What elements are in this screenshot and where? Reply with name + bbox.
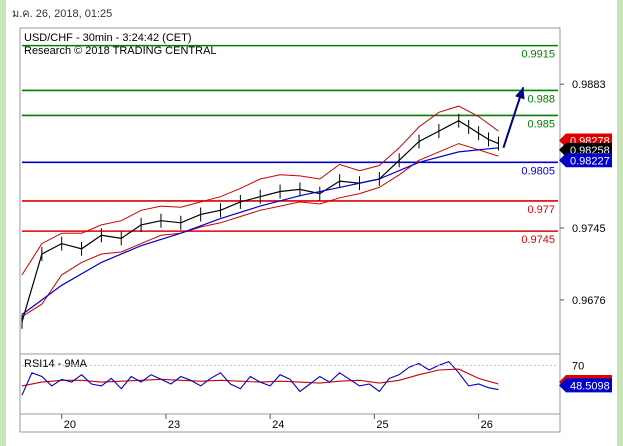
x-tick-label-1: 23 xyxy=(168,419,180,431)
rsi-axis: 70 xyxy=(22,360,584,372)
y-tick-label-2: 0.9676 xyxy=(572,295,606,307)
x-tick-label-4: 26 xyxy=(481,419,493,431)
level-label-2: 0.985 xyxy=(527,118,555,130)
level-label-4: 0.977 xyxy=(527,204,555,216)
y-tick-label-1: 0.9745 xyxy=(572,223,606,235)
rsi-series xyxy=(21,360,499,396)
series-ma xyxy=(21,147,499,315)
rsi-title: RSI14 - 9MA xyxy=(24,358,88,370)
x-axis-ticks: 20 23 24 25 26 xyxy=(61,414,493,431)
price-badge-label-2: 0.98227 xyxy=(570,155,610,167)
rsi-panel-frame xyxy=(19,353,561,415)
chart-title: USD/CHF - 30min - 3:24:42 (CET) xyxy=(24,32,191,44)
bollinger-bands xyxy=(21,105,499,318)
forecast-arrow xyxy=(502,87,525,149)
y-axis-ticks: 0.9883 0.9745 0.9676 xyxy=(560,79,606,307)
x-tick-label-2: 24 xyxy=(272,419,284,431)
rsi-tick-label-0: 70 xyxy=(572,360,584,372)
chart-subtitle: Research © 2018 TRADING CENTRAL xyxy=(24,45,217,57)
x-tick-label-0: 20 xyxy=(64,419,76,431)
rsi-badge-1 xyxy=(559,378,612,393)
level-label-0: 0.9915 xyxy=(521,49,555,61)
x-axis-strip xyxy=(19,413,561,433)
series-rsi xyxy=(21,360,499,396)
level-label-3: 0.9805 xyxy=(521,165,555,177)
price-badge-2 xyxy=(559,153,612,168)
moving-average xyxy=(21,147,499,315)
left-stripe xyxy=(0,0,6,446)
rsi-badge-label-1: 48.5098 xyxy=(570,380,610,392)
level-label-1: 0.988 xyxy=(527,93,555,105)
right-stripe xyxy=(617,0,623,446)
forecast-arrow-head xyxy=(515,87,525,100)
x-tick-label-3: 25 xyxy=(376,419,388,431)
y-tick-label-0: 0.9883 xyxy=(572,79,606,91)
level-lines: 0.9915 0.988 0.985 0.9805 0.977 0.9745 xyxy=(22,44,558,246)
level-label-5: 0.9745 xyxy=(521,234,555,246)
series-bollinger_lower xyxy=(21,143,499,318)
series-bollinger_upper xyxy=(21,105,499,276)
header-datetime: ม.ค. 26, 2018, 01:25 xyxy=(12,8,112,20)
